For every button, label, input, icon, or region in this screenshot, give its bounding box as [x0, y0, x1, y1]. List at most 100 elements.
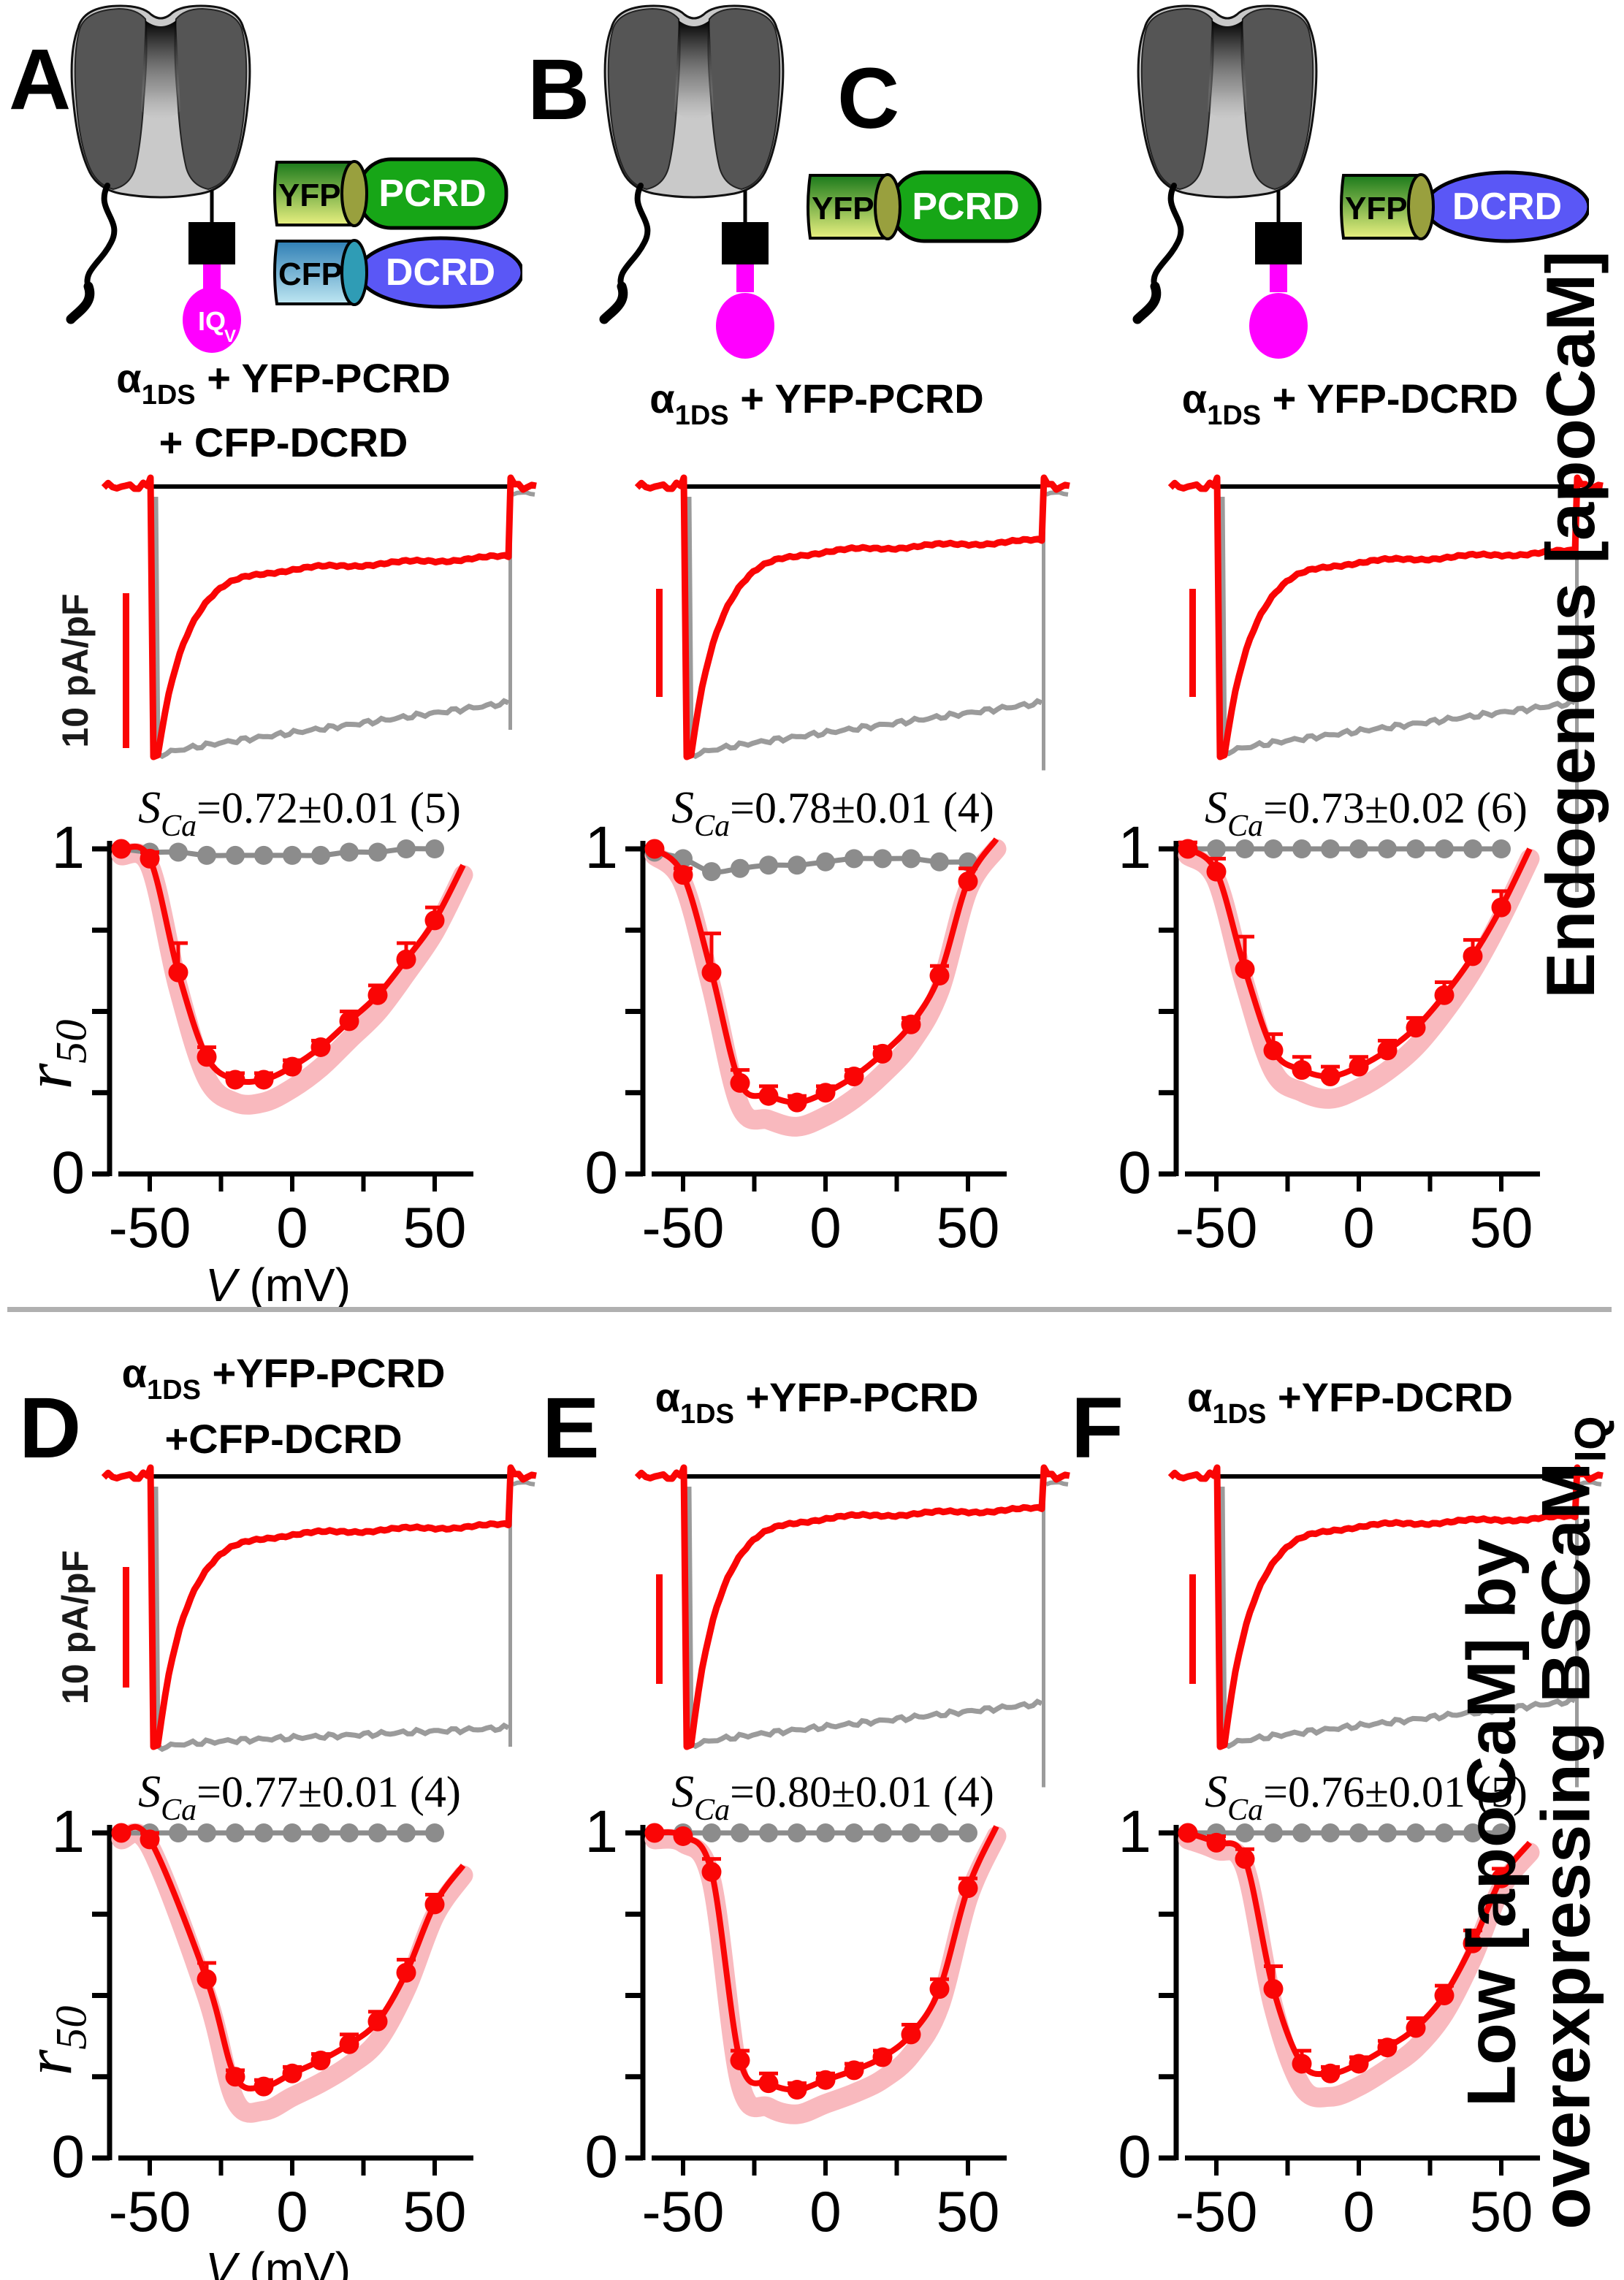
ca-r50-point — [958, 1878, 978, 1899]
panel-title-a-line1: α1DS + YFP-PCRD — [116, 355, 451, 411]
ca-r50-point — [339, 1011, 359, 1032]
ca-r50-point — [1206, 1832, 1227, 1853]
model-band — [644, 1826, 1007, 2124]
ba-r50-point — [197, 845, 216, 865]
r50-plot: 10-50 0 50 — [1118, 815, 1540, 1259]
xtick-label: -50 — [109, 1195, 191, 1259]
group-label-bottom-line1: Low [apoCaM] by — [1452, 1538, 1530, 2108]
ca-r50-line — [654, 1825, 999, 2093]
scalebar — [123, 1567, 129, 1688]
group-label-low-apocam: Low [apoCaM] by overexpressing BSCaMIQ — [1452, 1416, 1615, 2229]
ba-r50-point — [645, 1823, 664, 1842]
ca-r50-point — [197, 1969, 217, 1989]
ba-r50-point — [1406, 1823, 1425, 1842]
ba-r50-point — [254, 1823, 273, 1842]
ba-r50-point — [1264, 1823, 1283, 1842]
r50-axis-label-d: r50 — [11, 2005, 96, 2076]
current-trace-plot — [1167, 474, 1604, 892]
ba-r50-point — [112, 839, 131, 858]
ba-trace — [686, 496, 1043, 760]
channel-cartoon-icon: PCRD YFP — [599, 4, 1042, 359]
xtick-label: -50 — [1175, 2179, 1258, 2243]
xaxis-label: V (mV) — [205, 1259, 351, 1311]
sca-value-f: SCa=0.76±0.01 (5) — [1205, 1767, 1528, 1827]
ba-r50-point — [674, 849, 693, 869]
ba-r50-point — [197, 1823, 216, 1842]
n-terminus-squiggle-icon — [1133, 183, 1184, 323]
xtick-label: 0 — [809, 2179, 841, 2243]
n-terminus-squiggle-icon — [66, 183, 118, 323]
ca-r50-point — [872, 2047, 893, 2067]
ba-r50-point — [311, 845, 330, 865]
ba-r50-point — [397, 1823, 416, 1842]
ca-r50-point — [1377, 2037, 1398, 2058]
xtick-label: 50 — [937, 1195, 1000, 1259]
n-terminus-squiggle-icon — [600, 183, 651, 323]
ba-r50-point — [112, 1823, 131, 1842]
bscam-iq-subscript: IQ — [1565, 1416, 1615, 1463]
ba-r50-point — [702, 862, 721, 882]
ba-r50-point — [425, 1823, 444, 1842]
xtick-label: 50 — [403, 1195, 467, 1259]
channel-body-icon — [603, 4, 785, 199]
xtick-label: 0 — [276, 2179, 308, 2243]
xtick-label: 0 — [1343, 2179, 1374, 2243]
panel-letter-f: F — [1071, 1380, 1124, 1476]
panel-title-e-line1: α1DS +YFP-PCRD — [655, 1374, 979, 1430]
ca-r50-point — [253, 2076, 274, 2097]
ca-r50-point — [758, 1086, 779, 1106]
ca-r50-point — [644, 1823, 665, 1843]
ca-r50-point — [787, 2080, 807, 2100]
ca-r50-point — [424, 1894, 445, 1915]
ca-r50-point — [424, 910, 445, 931]
domain-label: PCRD — [912, 186, 1019, 228]
iq-domain-icon — [716, 293, 774, 359]
panel-title-d-line2: +CFP-DCRD — [164, 1416, 403, 1462]
ca-r50-point — [815, 2070, 836, 2090]
current-trace-plot — [634, 1464, 1070, 1788]
ca-r50-line — [1186, 846, 1533, 1080]
ca-r50-point — [1320, 2063, 1341, 2083]
panel-letter-b: B — [527, 42, 590, 138]
scalebar-label: 10 pA/pF — [55, 593, 96, 747]
model-band — [644, 839, 1007, 1137]
ba-r50-point — [1492, 839, 1511, 858]
xtick-label: -50 — [642, 1195, 725, 1259]
xaxis-label: V (mV) — [205, 2243, 351, 2280]
ca-r50-point — [111, 839, 131, 859]
ba-r50-point — [1406, 839, 1425, 858]
ca-r50-point — [225, 2067, 245, 2087]
current-trace-plot: 10 pA/pF — [55, 1464, 537, 1753]
ca-r50-point — [282, 2063, 302, 2083]
ba-r50-point — [816, 1823, 835, 1842]
cfp-dcrd-tag-icon: DCRD CFP — [273, 236, 522, 309]
ba-r50-point — [674, 1823, 693, 1842]
ba-r50-point — [1463, 839, 1482, 858]
section-divider — [7, 1307, 1612, 1312]
ba-r50-point — [1264, 839, 1283, 858]
current-trace-plot — [634, 474, 1070, 771]
ca-trace — [634, 474, 1070, 760]
current-trace-plot: 10 pA/pF — [55, 474, 537, 760]
sca-value-c: SCa=0.73±0.02 (6) — [1205, 783, 1528, 843]
xtick-label: 50 — [937, 2179, 1000, 2243]
ca-r50-point — [872, 1043, 893, 1064]
ca-r50-point — [367, 985, 388, 1005]
panel-letter-a: A — [9, 31, 72, 128]
fp-label: YFP — [278, 178, 341, 213]
domain-label: PCRD — [378, 172, 486, 215]
ba-r50-point — [368, 842, 387, 862]
ca-r50-point — [396, 1962, 416, 1983]
ca-r50-point — [815, 1083, 836, 1103]
scalebar — [656, 1574, 663, 1684]
ca-r50-point — [396, 949, 416, 969]
ba-r50-point — [1321, 839, 1340, 858]
ca-r50-point — [1491, 897, 1511, 918]
group-label-top-text: Endogenous [apoCaM] — [1532, 251, 1609, 999]
ba-r50-point — [759, 855, 778, 875]
ca-r50-point — [929, 1979, 950, 1999]
ca-r50-point — [197, 1047, 217, 1067]
panel-title-c-line1: α1DS + YFP-DCRD — [1181, 375, 1519, 431]
scalebar — [656, 589, 663, 697]
